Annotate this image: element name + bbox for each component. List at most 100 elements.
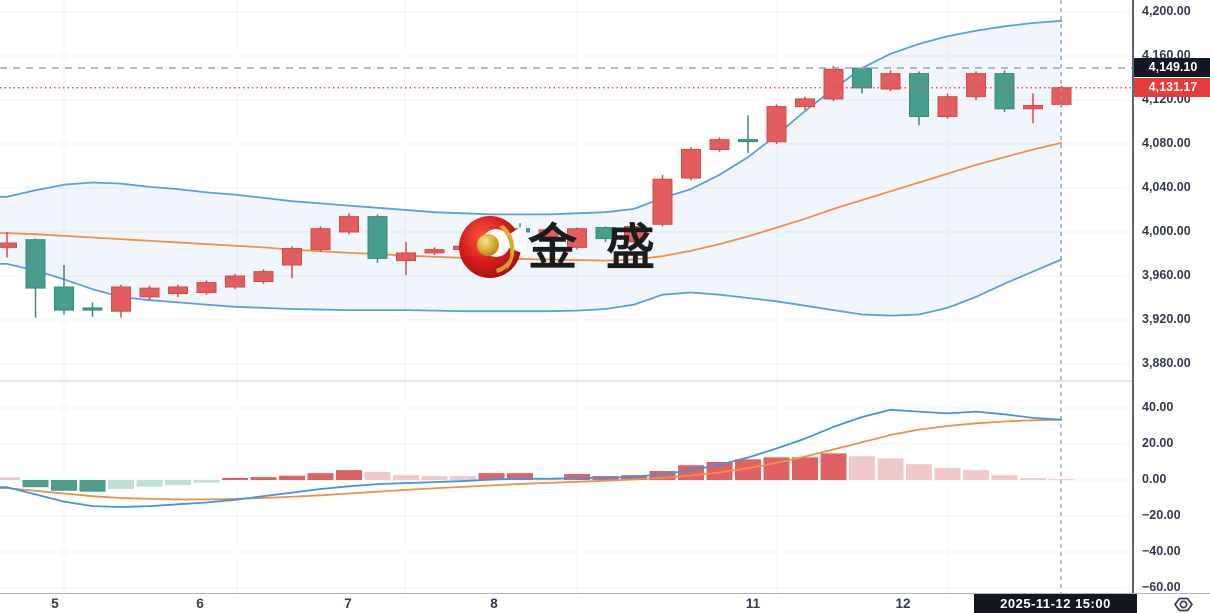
macd-histogram-bar [564, 474, 590, 480]
bollinger-lower-band [0, 258, 1063, 317]
macd-histogram-bar [136, 480, 163, 487]
candle-body [823, 68, 844, 100]
candle-body [966, 73, 986, 98]
bollinger-middle-band [0, 141, 1063, 262]
macd-histogram-bar [649, 471, 676, 480]
jinsheng-logo-icon [459, 216, 526, 278]
axis-tick-label: −60.00 [1142, 580, 1181, 594]
macd-histogram-bar [450, 476, 476, 480]
macd-histogram-bar [877, 458, 904, 480]
bollinger-fill [0, 20, 1062, 316]
candle-body [168, 286, 188, 295]
candle-body [880, 73, 901, 90]
macd-histogram-bar [364, 472, 391, 480]
macd-histogram-bar [250, 477, 277, 480]
eye-icon[interactable] [1170, 596, 1197, 613]
axis-tick-label: 4,000.00 [1142, 224, 1191, 238]
candle-body [396, 252, 416, 262]
macd-histogram-bar [763, 457, 790, 480]
macd-histogram-bar [51, 480, 77, 491]
axis-tick-label: 4,080.00 [1142, 136, 1191, 150]
macd-histogram-bar [0, 477, 20, 480]
candle-body [82, 307, 103, 311]
candle-body [652, 178, 673, 225]
candle-body [139, 287, 160, 298]
candle-body [567, 228, 587, 248]
candle-body [339, 216, 359, 233]
macd-histogram-bar [193, 480, 220, 483]
macd-histogram-bar [79, 480, 106, 492]
macd-histogram-bar [1048, 479, 1075, 481]
candle-body [25, 239, 46, 289]
time-tick-label: 8 [490, 596, 498, 611]
macd-histogram-bar [421, 476, 448, 480]
macd-histogram-bar [393, 475, 419, 480]
axis-tick-label: 3,880.00 [1142, 356, 1191, 370]
candle-body [909, 73, 929, 117]
candle-body [253, 271, 274, 283]
candle-body [54, 286, 74, 311]
axis-tick-label: 4,040.00 [1142, 180, 1191, 194]
time-tick-label: 5 [51, 596, 59, 611]
price-axis[interactable]: 4,149.10 4,131.17 4,200.00 4,160.00 4,120.… [1132, 0, 1210, 613]
candle-body [738, 139, 758, 143]
macd-histogram-bar [735, 459, 761, 480]
macd-histogram-bar [22, 480, 49, 488]
candle-body [937, 96, 958, 117]
candle-body [367, 216, 388, 259]
macd-histogram-bar [1020, 478, 1046, 480]
macd-histogram-bar [991, 475, 1018, 480]
macd-line [0, 408, 1063, 508]
candle-body [424, 249, 445, 254]
candle-body [1023, 105, 1043, 110]
last-price-label: 4,131.17 [1134, 78, 1210, 98]
candle-body [225, 275, 245, 288]
crosshair-time-label: 2025-11-12 15:00 [974, 594, 1137, 613]
macd-histogram-bar [507, 473, 533, 480]
candle-body [709, 139, 730, 151]
macd-histogram-bar [792, 457, 818, 480]
candle-body [994, 73, 1015, 110]
candle-body [595, 227, 616, 240]
time-axis[interactable]: 2025-11-12 15:00 5 6 7 8 11 12 [0, 593, 1210, 613]
chart-plot-area[interactable]: 金 盛 [0, 0, 1132, 593]
candle-body [795, 98, 815, 108]
time-tick-label: 12 [895, 596, 911, 611]
macd-histogram-bar [678, 465, 704, 480]
macd-histogram-bar [222, 478, 248, 480]
macd-signal-line [0, 418, 1063, 501]
bollinger-upper-band [0, 19, 1063, 216]
candle-body [852, 67, 872, 89]
macd-histogram-bar [279, 475, 305, 480]
candle-body [624, 226, 644, 243]
macd-histogram-bar [307, 473, 334, 480]
macd-histogram-bar [849, 456, 875, 480]
axis-tick-label: −20.00 [1142, 508, 1181, 522]
axis-tick-label: −40.00 [1142, 544, 1181, 558]
axis-tick-label: 0.00 [1142, 472, 1167, 486]
time-tick-label: 6 [196, 596, 204, 611]
candle-body [538, 229, 559, 237]
candle-body [196, 282, 217, 294]
candle-body [111, 286, 131, 312]
macd-histogram-bar [478, 473, 505, 480]
candle-body [766, 106, 787, 143]
chart-canvas[interactable] [0, 0, 1132, 593]
time-tick-label: 11 [745, 596, 761, 611]
candle-body [310, 228, 331, 251]
macd-histogram-bar [108, 480, 134, 489]
macd-histogram-bar [820, 453, 847, 480]
axis-tick-label: 40.00 [1142, 400, 1174, 414]
candle-body [681, 149, 701, 179]
axis-tick-label: 3,920.00 [1142, 312, 1191, 326]
time-tick-label: 7 [344, 596, 352, 611]
reference-price-label: 4,149.10 [1134, 58, 1210, 78]
watermark-text: 金 盛 [528, 218, 662, 276]
macd-histogram-bar [934, 468, 961, 480]
candle-body [0, 242, 17, 248]
candle-body [282, 248, 302, 266]
axis-tick-label: 4,200.00 [1142, 4, 1191, 18]
axis-tick-label: 3,960.00 [1142, 268, 1191, 282]
macd-histogram-bar [963, 470, 989, 480]
